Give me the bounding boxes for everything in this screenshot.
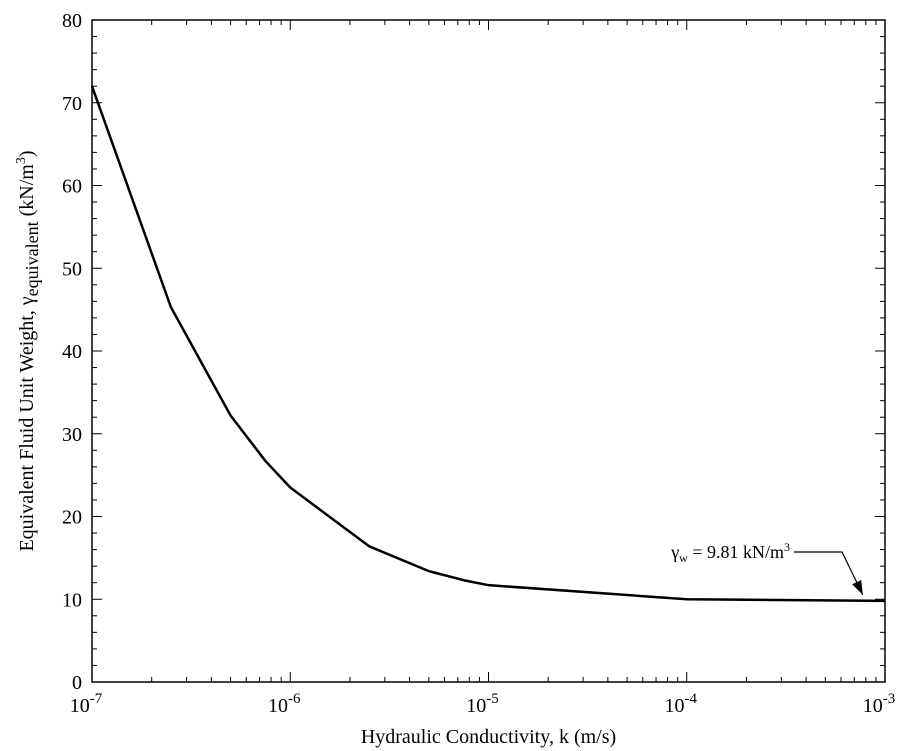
gamma-w-annotation: γw = 9.81 kN/m3 [670, 540, 864, 596]
annotation-leader-line [794, 551, 864, 596]
y-tick-label: 40 [62, 341, 82, 363]
x-tick-label: 10-4 [665, 691, 698, 717]
annotation-label: γw = 9.81 kN/m3 [670, 540, 790, 565]
y-axis-title: Equivalent Fluid Unit Weight, γequivalen… [14, 150, 42, 551]
annotation-subscript: w [679, 551, 688, 565]
x-tick-label-exponent: -3 [883, 691, 896, 707]
y-tick-label: 80 [62, 10, 82, 32]
y-tick-label: 50 [62, 258, 82, 280]
y-tick-label: 20 [62, 507, 82, 529]
y-tick-label: 0 [72, 672, 82, 694]
minor-ticks [92, 20, 885, 682]
y-tick-label: 30 [62, 424, 82, 446]
x-tick-label-base: 10 [466, 695, 486, 717]
y-axis-title-unit-sup: 3 [14, 157, 29, 164]
y-tick-label: 70 [62, 93, 82, 115]
y-axis-title-unit-close: ) [16, 150, 38, 157]
x-tick-label-base: 10 [268, 695, 288, 717]
y-tick-label: 10 [62, 589, 82, 611]
x-tick-label: 10-3 [863, 691, 896, 717]
x-tick-label-base: 10 [863, 695, 883, 717]
y-axis-title-main: Equivalent Fluid Unit Weight, γ [16, 296, 38, 551]
y-tick-labels: 0 10 20 30 40 50 60 70 80 [62, 10, 82, 694]
annotation-arrowhead [852, 580, 863, 595]
series-line [90, 85, 886, 603]
y-axis-title-subscript: equivalent [22, 221, 42, 296]
annotation-value: = 9.81 kN/m [688, 542, 784, 562]
x-tick-label-exponent: -7 [90, 691, 103, 707]
x-tick-labels: 10-7 10-6 10-5 10-4 10-3 [70, 691, 896, 717]
x-tick-label-base: 10 [70, 695, 90, 717]
y-tick-label: 60 [62, 176, 82, 198]
major-ticks [91, 19, 886, 683]
x-tick-label: 10-6 [268, 691, 301, 717]
x-tick-label-base: 10 [665, 695, 685, 717]
y-axis-title-unit: (kN/m [16, 164, 38, 222]
annotation-sup: 3 [784, 540, 790, 554]
x-tick-label-exponent: -4 [685, 691, 698, 707]
x-tick-label: 10-5 [466, 691, 499, 717]
plot-frame [91, 19, 886, 683]
x-tick-label: 10-7 [70, 691, 103, 717]
x-tick-label-exponent: -6 [288, 691, 301, 707]
x-axis-title: Hydraulic Conductivity, k (m/s) [361, 726, 616, 748]
x-tick-label-exponent: -5 [486, 691, 499, 707]
annotation-symbol: γ [670, 542, 679, 562]
